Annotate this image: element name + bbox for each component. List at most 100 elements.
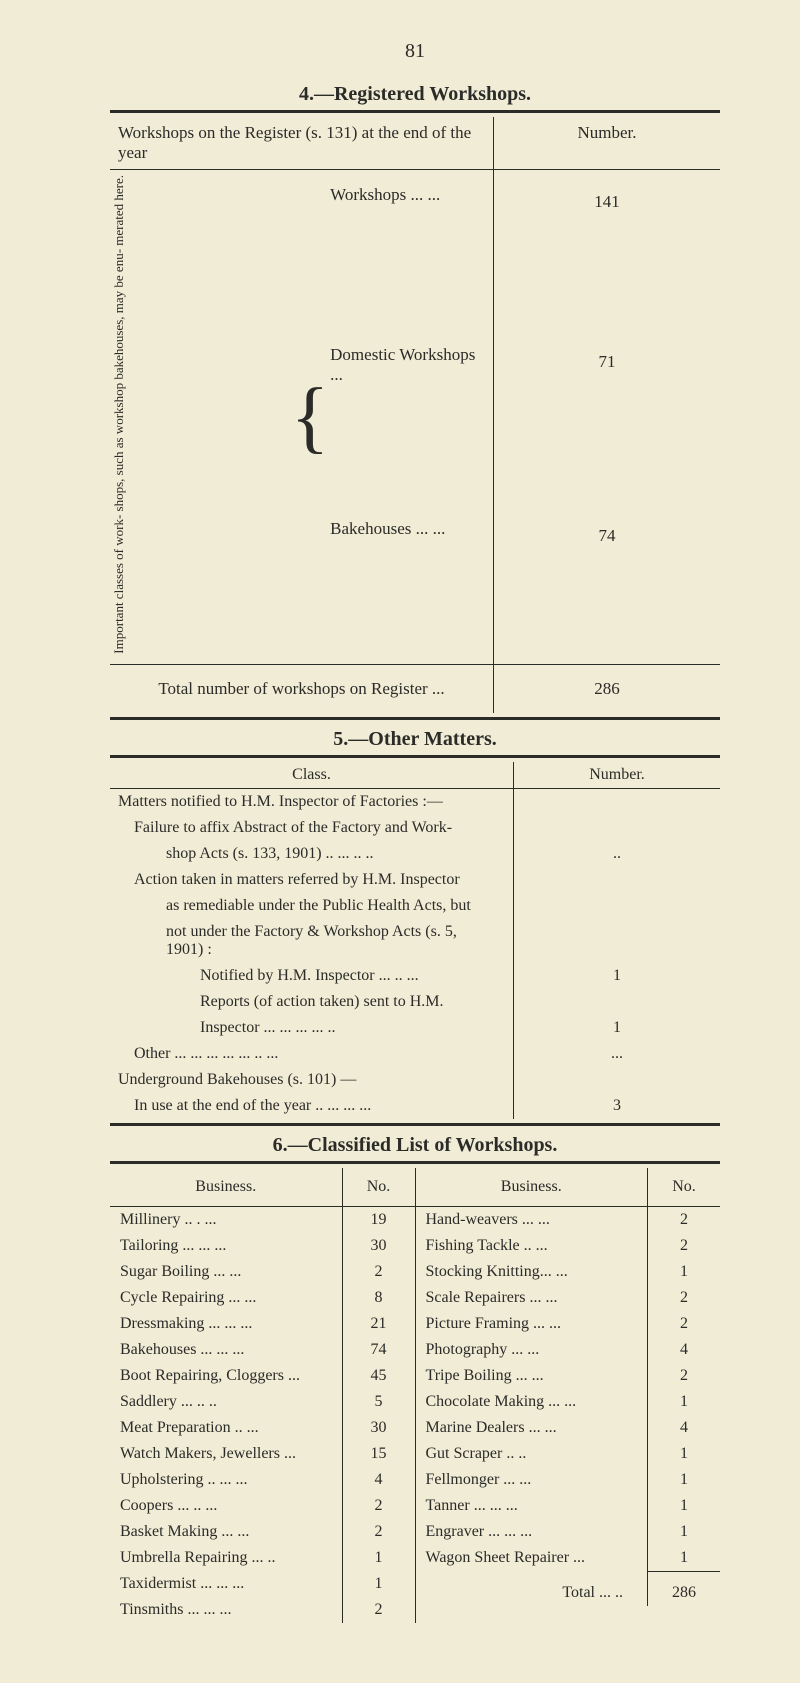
no-cell: 1 bbox=[342, 1545, 415, 1571]
sec4-side-label-cell: Important classes of work- shops, such a… bbox=[110, 170, 291, 664]
sec5-header-left: Class. bbox=[110, 762, 514, 788]
no-cell: 2 bbox=[648, 1311, 721, 1337]
page-number: 81 bbox=[110, 40, 720, 63]
section4-heading: 4.—Registered Workshops. bbox=[110, 83, 720, 106]
sec5-brace bbox=[483, 1093, 514, 1119]
table-row: Meat Preparation .. ...30 bbox=[110, 1415, 415, 1441]
sec4-row-label: Domestic Workshops ... bbox=[329, 330, 493, 505]
business-cell: Scale Repairers ... ... bbox=[416, 1285, 648, 1311]
sec6-total-rule bbox=[648, 1571, 721, 1580]
table-row: Picture Framing ... ...2 bbox=[416, 1311, 721, 1337]
sec5-value bbox=[514, 989, 721, 1015]
sec5-brace bbox=[483, 867, 514, 893]
sec5-line: as remediable under the Public Health Ac… bbox=[110, 893, 483, 919]
no-cell: 74 bbox=[342, 1337, 415, 1363]
sec5-value bbox=[514, 815, 721, 841]
sec5-line: Underground Bakehouses (s. 101) — bbox=[110, 1067, 483, 1093]
sec5-brace bbox=[483, 1067, 514, 1093]
no-cell: 2 bbox=[342, 1519, 415, 1545]
sec6-total-label: Total ... .. bbox=[416, 1580, 648, 1606]
sec4-total-label: Total number of workshops on Register ..… bbox=[110, 665, 494, 713]
sec5-value: 1 bbox=[514, 1015, 721, 1041]
rule bbox=[110, 1123, 720, 1126]
business-cell: Bakehouses ... ... ... bbox=[110, 1337, 342, 1363]
business-cell: Watch Makers, Jewellers ... bbox=[110, 1441, 342, 1467]
no-cell: 1 bbox=[648, 1519, 721, 1545]
business-cell: Dressmaking ... ... ... bbox=[110, 1311, 342, 1337]
table-row: Saddlery ... .. ..5 bbox=[110, 1389, 415, 1415]
sec5-brace bbox=[483, 789, 514, 815]
sec5-line: Matters notified to H.M. Inspector of Fa… bbox=[110, 789, 483, 815]
business-cell: Tripe Boiling ... ... bbox=[416, 1363, 648, 1389]
business-cell: Wagon Sheet Repairer ... bbox=[416, 1545, 648, 1572]
no-cell: 1 bbox=[648, 1389, 721, 1415]
sec5-brace bbox=[483, 815, 514, 841]
business-cell: Taxidermist ... ... ... bbox=[110, 1571, 342, 1597]
sec4-header-left: Workshops on the Register (s. 131) at th… bbox=[110, 117, 494, 169]
no-cell: 30 bbox=[342, 1233, 415, 1259]
rule bbox=[110, 755, 720, 758]
sec6-left-column: Business. No. Millinery .. . ...19Tailor… bbox=[110, 1168, 415, 1623]
business-cell: Meat Preparation .. ... bbox=[110, 1415, 342, 1441]
business-cell: Saddlery ... .. .. bbox=[110, 1389, 342, 1415]
no-cell: 1 bbox=[342, 1571, 415, 1597]
table-row: Hand-weavers ... ...2 bbox=[416, 1207, 721, 1233]
no-cell: 19 bbox=[342, 1207, 415, 1233]
business-cell: Gut Scraper .. .. bbox=[416, 1441, 648, 1467]
brace-icon: { bbox=[291, 170, 329, 664]
no-cell: 15 bbox=[342, 1441, 415, 1467]
sec5-line: not under the Factory & Workshop Acts (s… bbox=[110, 919, 483, 963]
section5-table: Class. Number. Matters notified to H.M. … bbox=[110, 762, 720, 1119]
section6-table: Business. No. Millinery .. . ...19Tailor… bbox=[110, 1168, 720, 1623]
sec5-value: 1 bbox=[514, 963, 721, 989]
sec5-line: Notified by H.M. Inspector ... .. ... bbox=[110, 963, 483, 989]
sec5-value: .. bbox=[514, 841, 721, 867]
no-cell: 1 bbox=[648, 1467, 721, 1493]
no-cell: 4 bbox=[342, 1467, 415, 1493]
table-row: Photography ... ...4 bbox=[416, 1337, 721, 1363]
business-cell: Basket Making ... ... bbox=[110, 1519, 342, 1545]
table-row: Gut Scraper .. ..1 bbox=[416, 1441, 721, 1467]
business-cell: Chocolate Making ... ... bbox=[416, 1389, 648, 1415]
sec5-line: shop Acts (s. 133, 1901) .. ... .. .. bbox=[110, 841, 483, 867]
no-cell: 4 bbox=[648, 1415, 721, 1441]
business-cell: Fishing Tackle .. ... bbox=[416, 1233, 648, 1259]
business-cell: Engraver ... ... ... bbox=[416, 1519, 648, 1545]
table-row: Bakehouses ... ... ...74 bbox=[110, 1337, 415, 1363]
sec5-line: Action taken in matters referred by H.M.… bbox=[110, 867, 483, 893]
sec6-header-business: Business. bbox=[416, 1168, 648, 1206]
sec4-row-label: Workshops ... ... bbox=[329, 170, 493, 330]
sec6-total-value: 286 bbox=[648, 1580, 721, 1606]
table-row: Tinsmiths ... ... ...2 bbox=[110, 1597, 415, 1623]
table-row: Chocolate Making ... ...1 bbox=[416, 1389, 721, 1415]
sec5-brace bbox=[483, 963, 514, 989]
no-cell: 1 bbox=[648, 1545, 721, 1572]
sec5-brace bbox=[483, 841, 514, 867]
sec6-header-no: No. bbox=[648, 1168, 721, 1206]
sec5-brace bbox=[483, 989, 514, 1015]
page: 81 4.—Registered Workshops. Workshops on… bbox=[0, 0, 800, 1683]
table-row: Stocking Knitting... ...1 bbox=[416, 1259, 721, 1285]
no-cell: 2 bbox=[648, 1233, 721, 1259]
no-cell: 2 bbox=[342, 1597, 415, 1623]
sec6-header-business: Business. bbox=[110, 1168, 342, 1206]
sec5-value bbox=[514, 867, 721, 893]
sec6-header-no: No. bbox=[342, 1168, 415, 1206]
table-row: Dressmaking ... ... ...21 bbox=[110, 1311, 415, 1337]
rule bbox=[110, 110, 720, 113]
no-cell: 2 bbox=[648, 1285, 721, 1311]
sec5-value: ... bbox=[514, 1041, 721, 1067]
sec5-value: 3 bbox=[514, 1093, 721, 1119]
business-cell: Hand-weavers ... ... bbox=[416, 1207, 648, 1233]
no-cell: 8 bbox=[342, 1285, 415, 1311]
sec4-row-value: 74 bbox=[494, 504, 721, 664]
business-cell: Fellmonger ... ... bbox=[416, 1467, 648, 1493]
sec6-right-column: Business. No. Hand-weavers ... ...2Fishi… bbox=[415, 1168, 721, 1623]
table-row: Marine Dealers ... ...4 bbox=[416, 1415, 721, 1441]
table-row: Sugar Boiling ... ...2 bbox=[110, 1259, 415, 1285]
no-cell: 2 bbox=[342, 1259, 415, 1285]
table-row: Watch Makers, Jewellers ...15 bbox=[110, 1441, 415, 1467]
sec5-value bbox=[514, 1067, 721, 1093]
no-cell: 2 bbox=[648, 1207, 721, 1233]
sec5-brace bbox=[483, 1015, 514, 1041]
